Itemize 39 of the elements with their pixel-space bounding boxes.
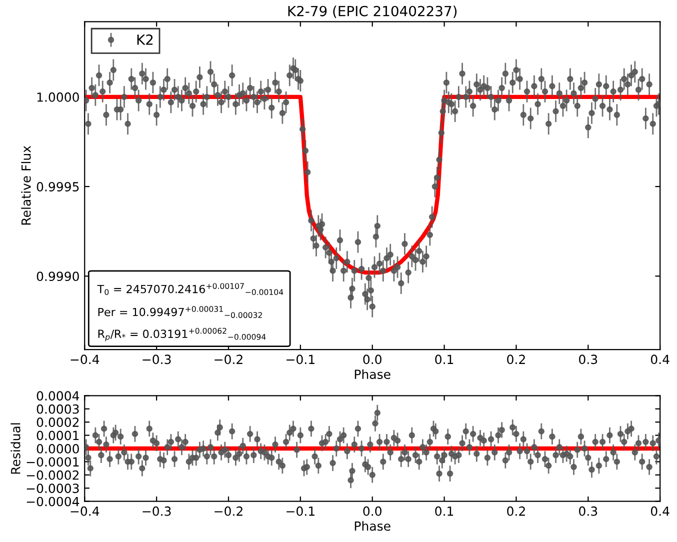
x-axis-title: Phase — [354, 521, 390, 531]
x-axis-title: Phase — [354, 369, 390, 379]
x-tick-label: 0.2 — [507, 506, 525, 516]
y-tick-label: −0.0002 — [26, 470, 79, 480]
x-tick-label: 0.1 — [435, 354, 454, 364]
x-tick-label: −0.3 — [142, 506, 171, 516]
x-tick-label: −0.2 — [214, 354, 242, 364]
x-tick-label: 0.3 — [579, 506, 598, 516]
x-tick-label: 0.3 — [579, 354, 598, 364]
x-tick-label: 0.1 — [435, 506, 454, 516]
x-tick-label: 0.4 — [650, 354, 670, 364]
x-tick-label: 0.0 — [363, 506, 382, 516]
chart-title: K2-79 (EPIC 210402237) — [288, 6, 457, 18]
y-tick-label: 0.0003 — [36, 404, 79, 414]
x-tick-label: −0.2 — [214, 506, 242, 516]
y-axis-title: Residual — [10, 423, 20, 474]
y-tick-label: 0.0004 — [36, 391, 80, 401]
y-tick-label: −0.0001 — [26, 457, 79, 467]
y-tick-label: −0.0003 — [26, 484, 79, 494]
y-tick-label: −0.0004 — [26, 496, 80, 506]
y-axis-title: Relative Flux — [21, 146, 31, 225]
x-tick-label: −0.1 — [286, 354, 314, 364]
y-tick-label: 0.9995 — [36, 182, 79, 192]
y-tick-label: 0.0000 — [36, 444, 79, 454]
x-tick-label: −0.4 — [70, 354, 100, 364]
x-tick-label: −0.1 — [286, 506, 314, 516]
x-tick-label: 0.4 — [650, 506, 670, 516]
annotation: Per = 10.99497$^{+0.00031}$$_{−0.00032}$ — [98, 306, 262, 318]
y-tick-label: 0.0001 — [36, 430, 79, 440]
annotation: R$_{p}$/R$_{*}$ = 0.03191$^{+0.00062}$$_{−0.00094}$ — [98, 328, 266, 342]
y-tick-label: 0.0002 — [36, 418, 79, 428]
y-tick-label: 1.0000 — [37, 92, 79, 102]
x-tick-label: −0.3 — [142, 354, 171, 364]
x-tick-label: −0.4 — [70, 506, 100, 516]
x-tick-label: 0.2 — [507, 354, 525, 364]
annotation: T$_{0}$ = 2457070.2416$^{+0.00107}$$_{−0.00104}$ — [97, 283, 284, 296]
y-tick-label: 0.9990 — [36, 272, 79, 282]
x-tick-label: 0.0 — [363, 354, 382, 364]
legend-label: K2 — [137, 34, 153, 45]
